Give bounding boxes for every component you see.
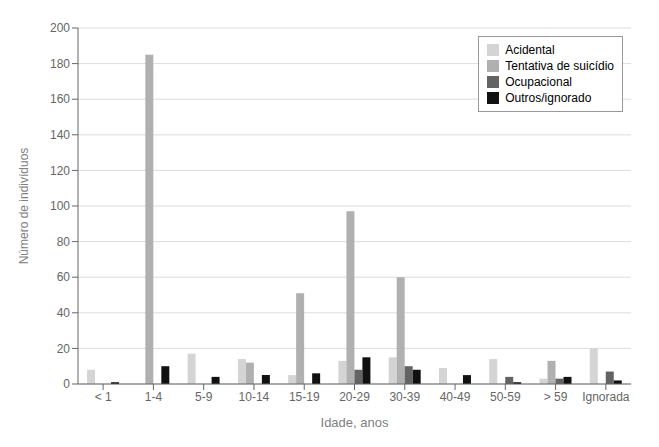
svg-text:60: 60: [57, 270, 71, 284]
html-text:Tentativa de suicídio: Tentativa de suicídio: [505, 59, 614, 73]
svg-text:40-49: 40-49: [440, 390, 471, 404]
html-text:Outros/ignorado: Outros/ignorado: [505, 91, 592, 105]
svg-text:200: 200: [50, 21, 70, 35]
svg-text:30-39: 30-39: [389, 390, 420, 404]
svg-text:50-59: 50-59: [490, 390, 521, 404]
svg-text:40: 40: [57, 306, 71, 320]
svg-text:20-29: 20-29: [339, 390, 370, 404]
svg-text:Ignorada: Ignorada: [582, 390, 630, 404]
svg-text:1-4: 1-4: [145, 390, 163, 404]
svg-text:140: 140: [50, 128, 70, 142]
svg-text:100: 100: [50, 199, 70, 213]
svg-text:0: 0: [63, 377, 70, 391]
html-text:Ocupacional: Ocupacional: [505, 75, 572, 89]
svg-text:Idade, anos: Idade, anos: [321, 415, 389, 430]
svg-text:< 1: < 1: [95, 390, 112, 404]
html-text:Acidental: Acidental: [505, 43, 555, 57]
svg-text:10-14: 10-14: [239, 390, 270, 404]
svg-text:5-9: 5-9: [195, 390, 213, 404]
svg-text:160: 160: [50, 92, 70, 106]
svg-text:120: 120: [50, 164, 70, 178]
svg-text:15-19: 15-19: [289, 390, 320, 404]
svg-text:180: 180: [50, 57, 70, 71]
svg-text:Número de indivíduos: Número de indivíduos: [17, 148, 31, 265]
svg-text:20: 20: [57, 342, 71, 356]
svg-text:80: 80: [57, 235, 71, 249]
svg-text:> 59: > 59: [544, 390, 568, 404]
